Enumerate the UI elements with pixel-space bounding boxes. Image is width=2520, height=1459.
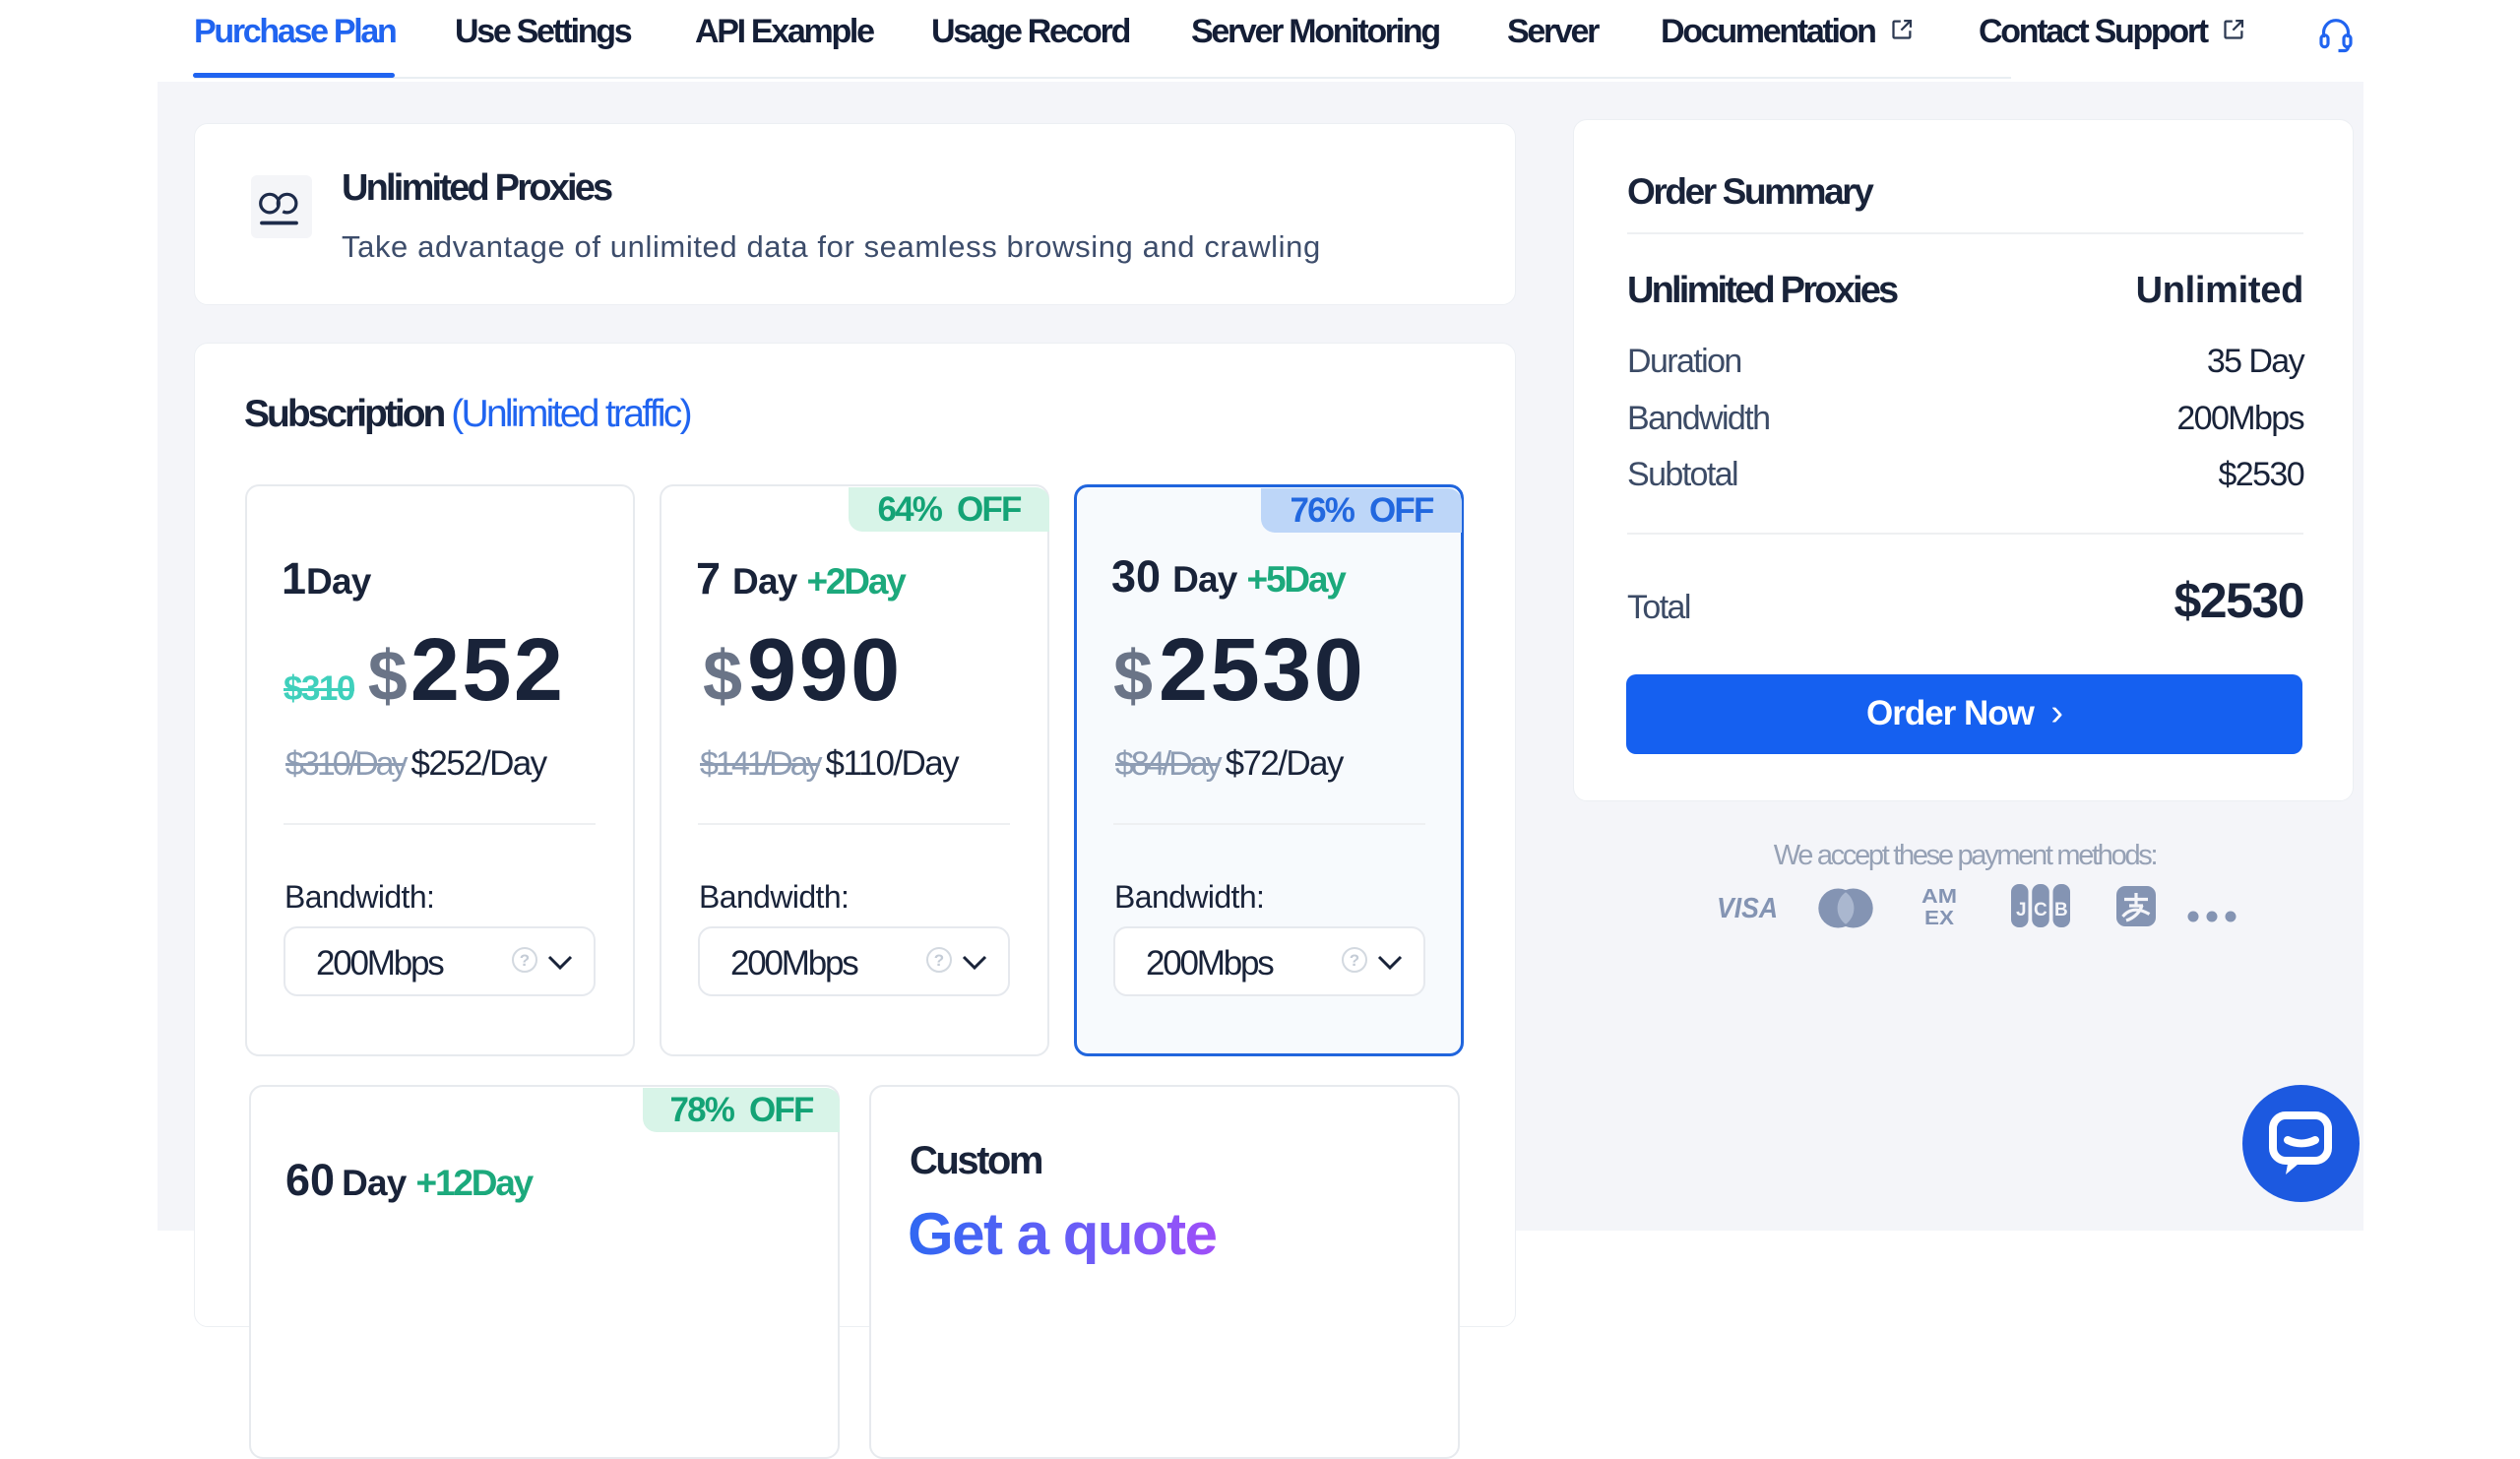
svg-text:VISA: VISA bbox=[1718, 893, 1778, 921]
svg-text:AM: AM bbox=[1922, 887, 1957, 908]
svg-text:C: C bbox=[2034, 900, 2048, 920]
svg-text:B: B bbox=[2054, 900, 2068, 920]
svg-text:J: J bbox=[2016, 900, 2027, 920]
svg-text:EX: EX bbox=[1924, 908, 1955, 926]
